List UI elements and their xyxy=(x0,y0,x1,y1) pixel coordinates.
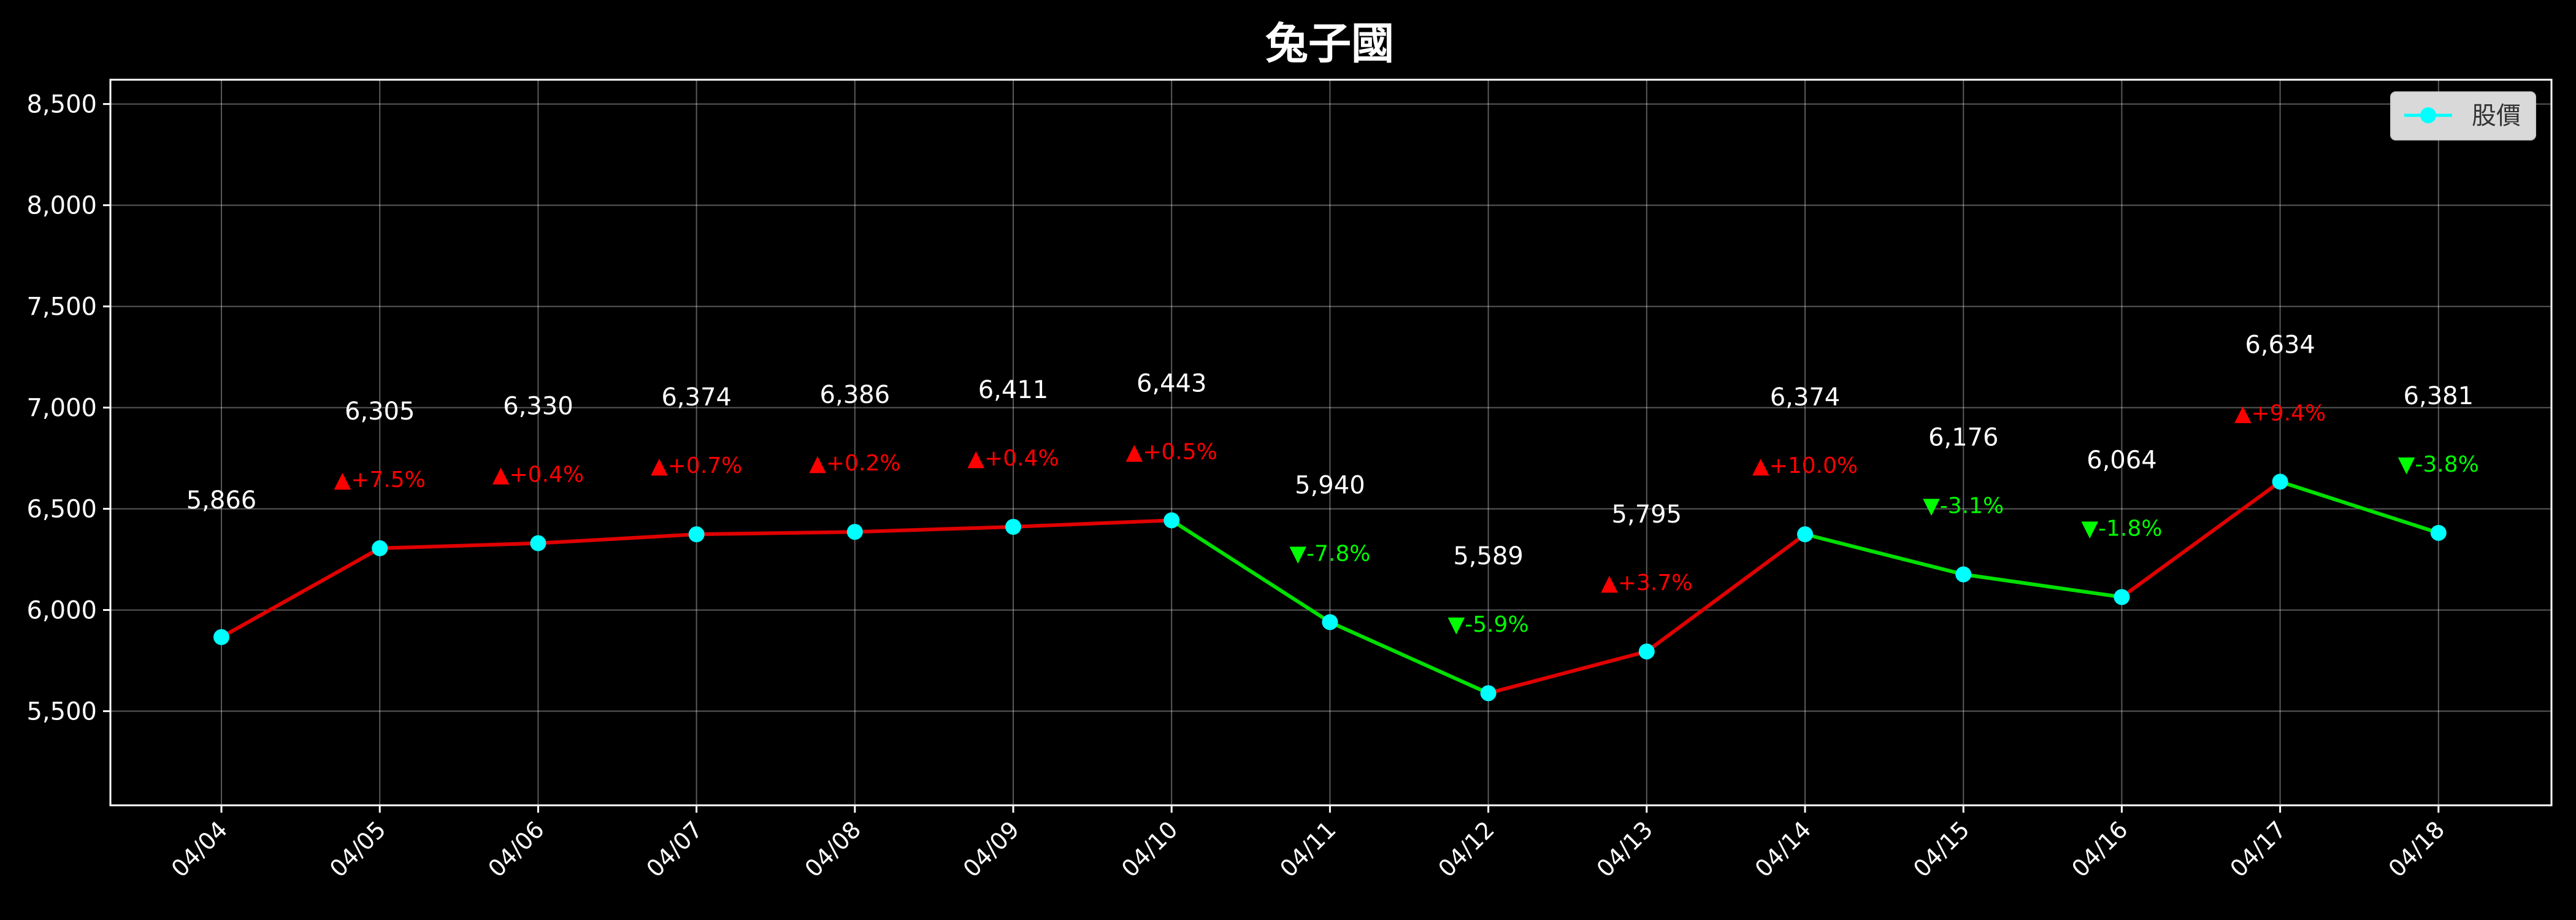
change-label: ▲+10.0% xyxy=(1752,453,1858,478)
series-lines xyxy=(220,480,2440,696)
change-label: ▼-5.9% xyxy=(1448,612,1529,637)
line-segment-up xyxy=(1644,532,1807,654)
y-tick-label: 8,000 xyxy=(26,192,97,220)
data-point xyxy=(213,629,229,645)
value-label: 6,305 xyxy=(345,397,415,426)
data-point xyxy=(1955,566,1972,583)
line-segment-down xyxy=(1961,572,2124,599)
grid-lines xyxy=(110,80,2551,805)
value-label: 6,443 xyxy=(1137,369,1207,397)
value-label: 6,374 xyxy=(1770,383,1841,412)
line-segment-down xyxy=(2278,480,2440,535)
legend-box xyxy=(2390,91,2536,140)
data-point xyxy=(1163,512,1180,529)
data-point xyxy=(2114,589,2130,605)
data-point xyxy=(846,524,863,540)
y-tick-label: 6,500 xyxy=(26,496,97,524)
line-segment-up xyxy=(1011,518,1174,529)
line-segment-up xyxy=(536,532,699,545)
change-label: ▼-3.1% xyxy=(1923,493,2004,518)
data-point xyxy=(372,540,388,556)
change-label: ▲+7.5% xyxy=(334,467,426,493)
change-label: ▼-7.8% xyxy=(1289,541,1370,566)
change-label: ▼-3.8% xyxy=(2398,452,2479,477)
line-segment-up xyxy=(853,524,1015,534)
value-label: 5,589 xyxy=(1453,542,1524,570)
change-label: ▲+0.2% xyxy=(809,451,900,476)
data-point xyxy=(1638,643,1655,660)
value-label: 6,381 xyxy=(2404,382,2474,410)
legend[interactable]: 股價 xyxy=(2390,91,2536,140)
data-point xyxy=(688,526,705,543)
legend-marker-sample xyxy=(2420,107,2436,123)
change-label: ▲+0.4% xyxy=(967,446,1059,471)
data-point xyxy=(1480,685,1497,702)
data-point xyxy=(530,535,546,551)
data-point xyxy=(1322,614,1338,631)
value-label: 6,634 xyxy=(2245,331,2315,359)
change-label: ▲+0.5% xyxy=(1126,439,1217,464)
legend-label-series: 股價 xyxy=(2472,102,2521,130)
y-tick-label: 6,000 xyxy=(26,597,97,625)
value-label: 6,176 xyxy=(1928,423,1999,451)
data-labels: 5,866 6,305 ▲+7.5% 6,330 ▲+0.4% 6,374 ▲+0.7% 6,… xyxy=(186,331,2479,637)
chart-title: 兔子國 xyxy=(1265,18,1394,69)
y-tick-label: 7,500 xyxy=(26,293,97,321)
y-tick-label: 7,000 xyxy=(26,394,97,423)
value-label: 6,411 xyxy=(978,376,1049,404)
change-label: ▼-1.8% xyxy=(2081,516,2162,541)
y-tick-label: 8,500 xyxy=(26,91,97,119)
value-label: 6,330 xyxy=(503,393,573,421)
line-segment-down xyxy=(1328,620,1490,696)
change-label: ▲+3.7% xyxy=(1601,570,1692,596)
line-segment-up xyxy=(2120,480,2282,599)
series-markers xyxy=(213,473,2447,702)
value-label: 5,866 xyxy=(186,486,257,515)
y-tick-label: 5,500 xyxy=(26,698,97,726)
value-label: 5,940 xyxy=(1295,471,1365,499)
data-point xyxy=(2272,473,2288,490)
change-label: ▲+0.4% xyxy=(493,462,584,488)
data-point xyxy=(2430,524,2447,541)
line-segment-up xyxy=(694,530,857,537)
change-label: ▲+0.7% xyxy=(651,453,742,478)
value-label: 6,386 xyxy=(820,381,891,409)
line-segment-down xyxy=(1803,532,1966,577)
line-segment-up xyxy=(1486,650,1649,696)
line-segment-up xyxy=(220,546,382,639)
plot-frame xyxy=(109,79,2553,807)
change-label: ▲+9.4% xyxy=(2234,401,2326,426)
data-point xyxy=(1005,518,1021,535)
line-segment-down xyxy=(1170,518,1332,624)
data-point xyxy=(1797,526,1813,543)
value-label: 6,064 xyxy=(2087,446,2157,474)
value-label: 5,795 xyxy=(1612,500,1682,529)
line-segment-up xyxy=(378,541,540,550)
y-axis: 5,500 6,000 6,500 7,000 7,500 8,000 8,500 xyxy=(26,91,110,726)
value-label: 6,374 xyxy=(661,383,732,412)
